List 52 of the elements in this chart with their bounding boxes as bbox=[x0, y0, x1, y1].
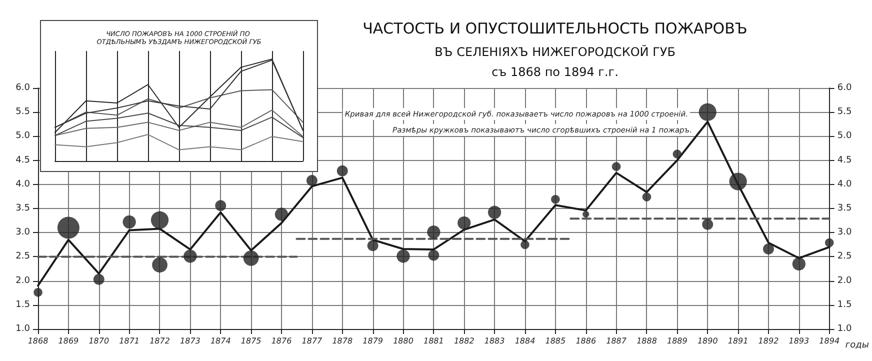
y2-tick-label: 5.0 bbox=[837, 131, 852, 142]
x-tick-label: 1871 bbox=[119, 336, 140, 346]
x-tick-label: 1888 bbox=[636, 336, 657, 346]
x-tick-label: 1892 bbox=[758, 336, 779, 346]
x-tick-label: 1883 bbox=[484, 336, 505, 346]
x-tick-label: 1876 bbox=[271, 336, 292, 346]
x-tick-label: 1878 bbox=[332, 336, 353, 346]
x-tick-label: 1873 bbox=[180, 336, 200, 346]
x-tick-label: 1882 bbox=[454, 336, 474, 346]
y2-tick-label: 1.0 bbox=[837, 324, 852, 334]
y-tick-label: 2.0 bbox=[16, 276, 30, 286]
y-tick-label: 1.5 bbox=[16, 300, 30, 310]
y2-tick-label: 2.5 bbox=[837, 252, 852, 262]
x-tick-label: 1881 bbox=[424, 336, 444, 346]
y2-tick-label: 1.5 bbox=[837, 300, 852, 310]
x-axis-title: годы bbox=[845, 340, 870, 350]
chart-subtitle: ВЪ СЕЛЕНІЯХЪ НИЖЕГОРОДСКОЙ ГУБ съ 1868 по 1894 г.г. bbox=[434, 44, 676, 79]
y2-tick-label: 4.5 bbox=[837, 155, 852, 166]
x-tick-label: 1891 bbox=[728, 336, 748, 346]
y-tick-label: 4.0 bbox=[16, 179, 30, 190]
y-tick-label: 3.0 bbox=[16, 228, 30, 238]
y-tick-label: 5.0 bbox=[16, 131, 30, 142]
y-tick-label: 1.0 bbox=[16, 324, 30, 334]
x-tick-label: 1877 bbox=[302, 336, 324, 346]
y2-tick-label: 3.0 bbox=[837, 228, 852, 238]
y-tick-label: 2.5 bbox=[16, 252, 30, 262]
y-tick-label: 6.0 bbox=[16, 83, 30, 93]
x-tick-label: 1889 bbox=[666, 336, 688, 346]
x-tick-label: 1875 bbox=[240, 336, 262, 346]
x-tick-label: 1894 bbox=[819, 336, 840, 346]
y2-tick-label: 6.0 bbox=[837, 83, 852, 93]
y2-tick-label: 3.5 bbox=[837, 204, 852, 214]
y-tick-label: 3.5 bbox=[16, 204, 30, 214]
x-tick-label: 1868 bbox=[28, 336, 48, 346]
x-tick-label: 1886 bbox=[576, 336, 596, 346]
x-tick-label: 1885 bbox=[545, 336, 566, 346]
y2-tick-label: 4.0 bbox=[837, 179, 852, 190]
x-tick-label: 1872 bbox=[150, 336, 170, 346]
x-tick-label: 1884 bbox=[514, 336, 536, 346]
y-tick-label: 4.5 bbox=[16, 155, 30, 166]
x-tick-label: 1890 bbox=[697, 336, 718, 346]
chart-title: ЧАСТОСТЬ И ОПУСТОШИТЕЛЬНОСТЬ ПОЖАРОВЪ bbox=[362, 20, 748, 38]
y-tick-label: 5.5 bbox=[16, 107, 30, 118]
y2-tick-label: 2.0 bbox=[837, 276, 852, 286]
x-tick-label: 1870 bbox=[88, 336, 110, 346]
y2-tick-label: 5.5 bbox=[837, 107, 852, 118]
x-tick-label: 1869 bbox=[58, 336, 79, 346]
x-tick-label: 1893 bbox=[788, 336, 810, 346]
x-tick-label: 1879 bbox=[362, 336, 383, 346]
x-tick-label: 1887 bbox=[606, 336, 628, 346]
x-tick-label: 1874 bbox=[210, 336, 231, 346]
x-tick-label: 1880 bbox=[393, 336, 414, 346]
